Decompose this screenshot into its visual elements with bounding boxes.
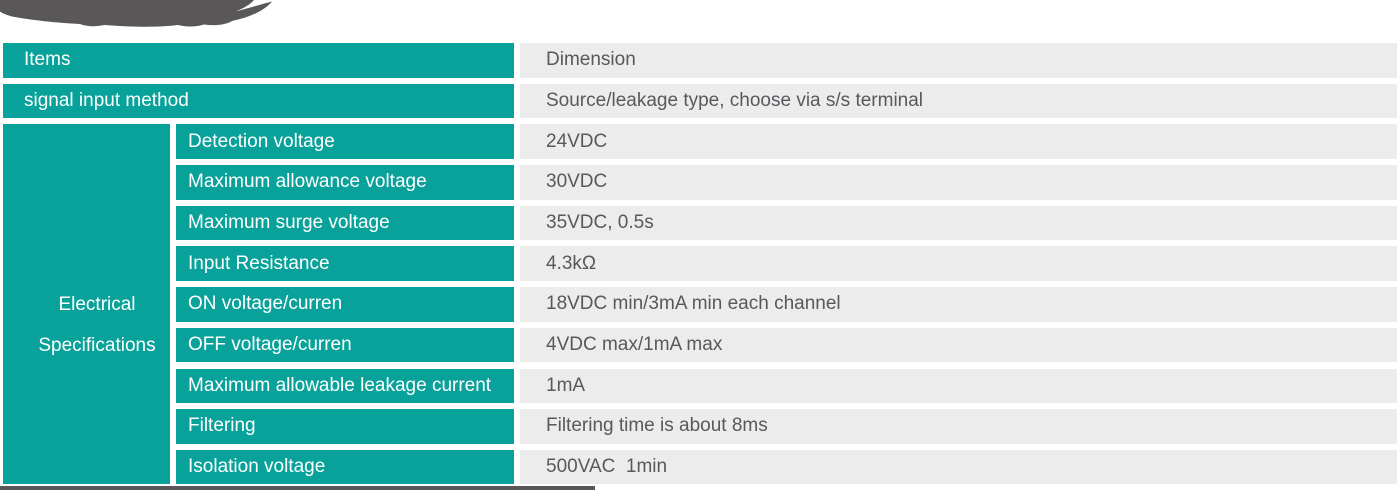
spec-row-value: 4VDC max/1mA max [520, 327, 1397, 363]
banner-ribbon-shape [0, 0, 272, 27]
spec-row-item: ON voltage/curren [176, 287, 514, 322]
bottom-divider-strip [0, 485, 595, 490]
specification-table: Items Dimension signal input method Sour… [3, 43, 1397, 485]
spec-row-value: Source/leakage type, choose via s/s term… [520, 83, 1397, 119]
spec-row-item: Maximum allowance voltage [176, 165, 514, 200]
spec-row-item: Input Resistance [176, 246, 514, 281]
spec-row-item: Isolation voltage [176, 449, 514, 485]
spec-row-value: 18VDC min/3mA min each channel [520, 287, 1397, 322]
spec-row-item: Items [3, 43, 514, 78]
spec-row-value: Dimension [520, 43, 1397, 78]
spec-row-item: Maximum allowable leakage current [176, 368, 514, 403]
spec-row-value: Filtering time is about 8ms [520, 409, 1397, 444]
group-label-line1: Electrical [58, 294, 136, 316]
spec-row-value: 35VDC, 0.5s [520, 205, 1397, 241]
group-label-line2: Specifications [38, 334, 156, 356]
spec-row-item: signal input method [3, 83, 514, 119]
spec-row-value: 1mA [520, 368, 1397, 403]
spec-row-item: Detection voltage [176, 124, 514, 159]
spec-row-item: OFF voltage/curren [176, 327, 514, 363]
spec-row-value: 500VAC 1min [520, 449, 1397, 485]
section-banner-ribbon [0, 0, 280, 28]
spec-row-item: Maximum surge voltage [176, 205, 514, 241]
spec-row-value: 24VDC [520, 124, 1397, 159]
spec-row-value: 4.3kΩ [520, 246, 1397, 281]
spec-row-item: Filtering [176, 409, 514, 444]
group-label-electrical-specifications: Electrical Specifications [3, 124, 170, 485]
spec-row-value: 30VDC [520, 165, 1397, 200]
